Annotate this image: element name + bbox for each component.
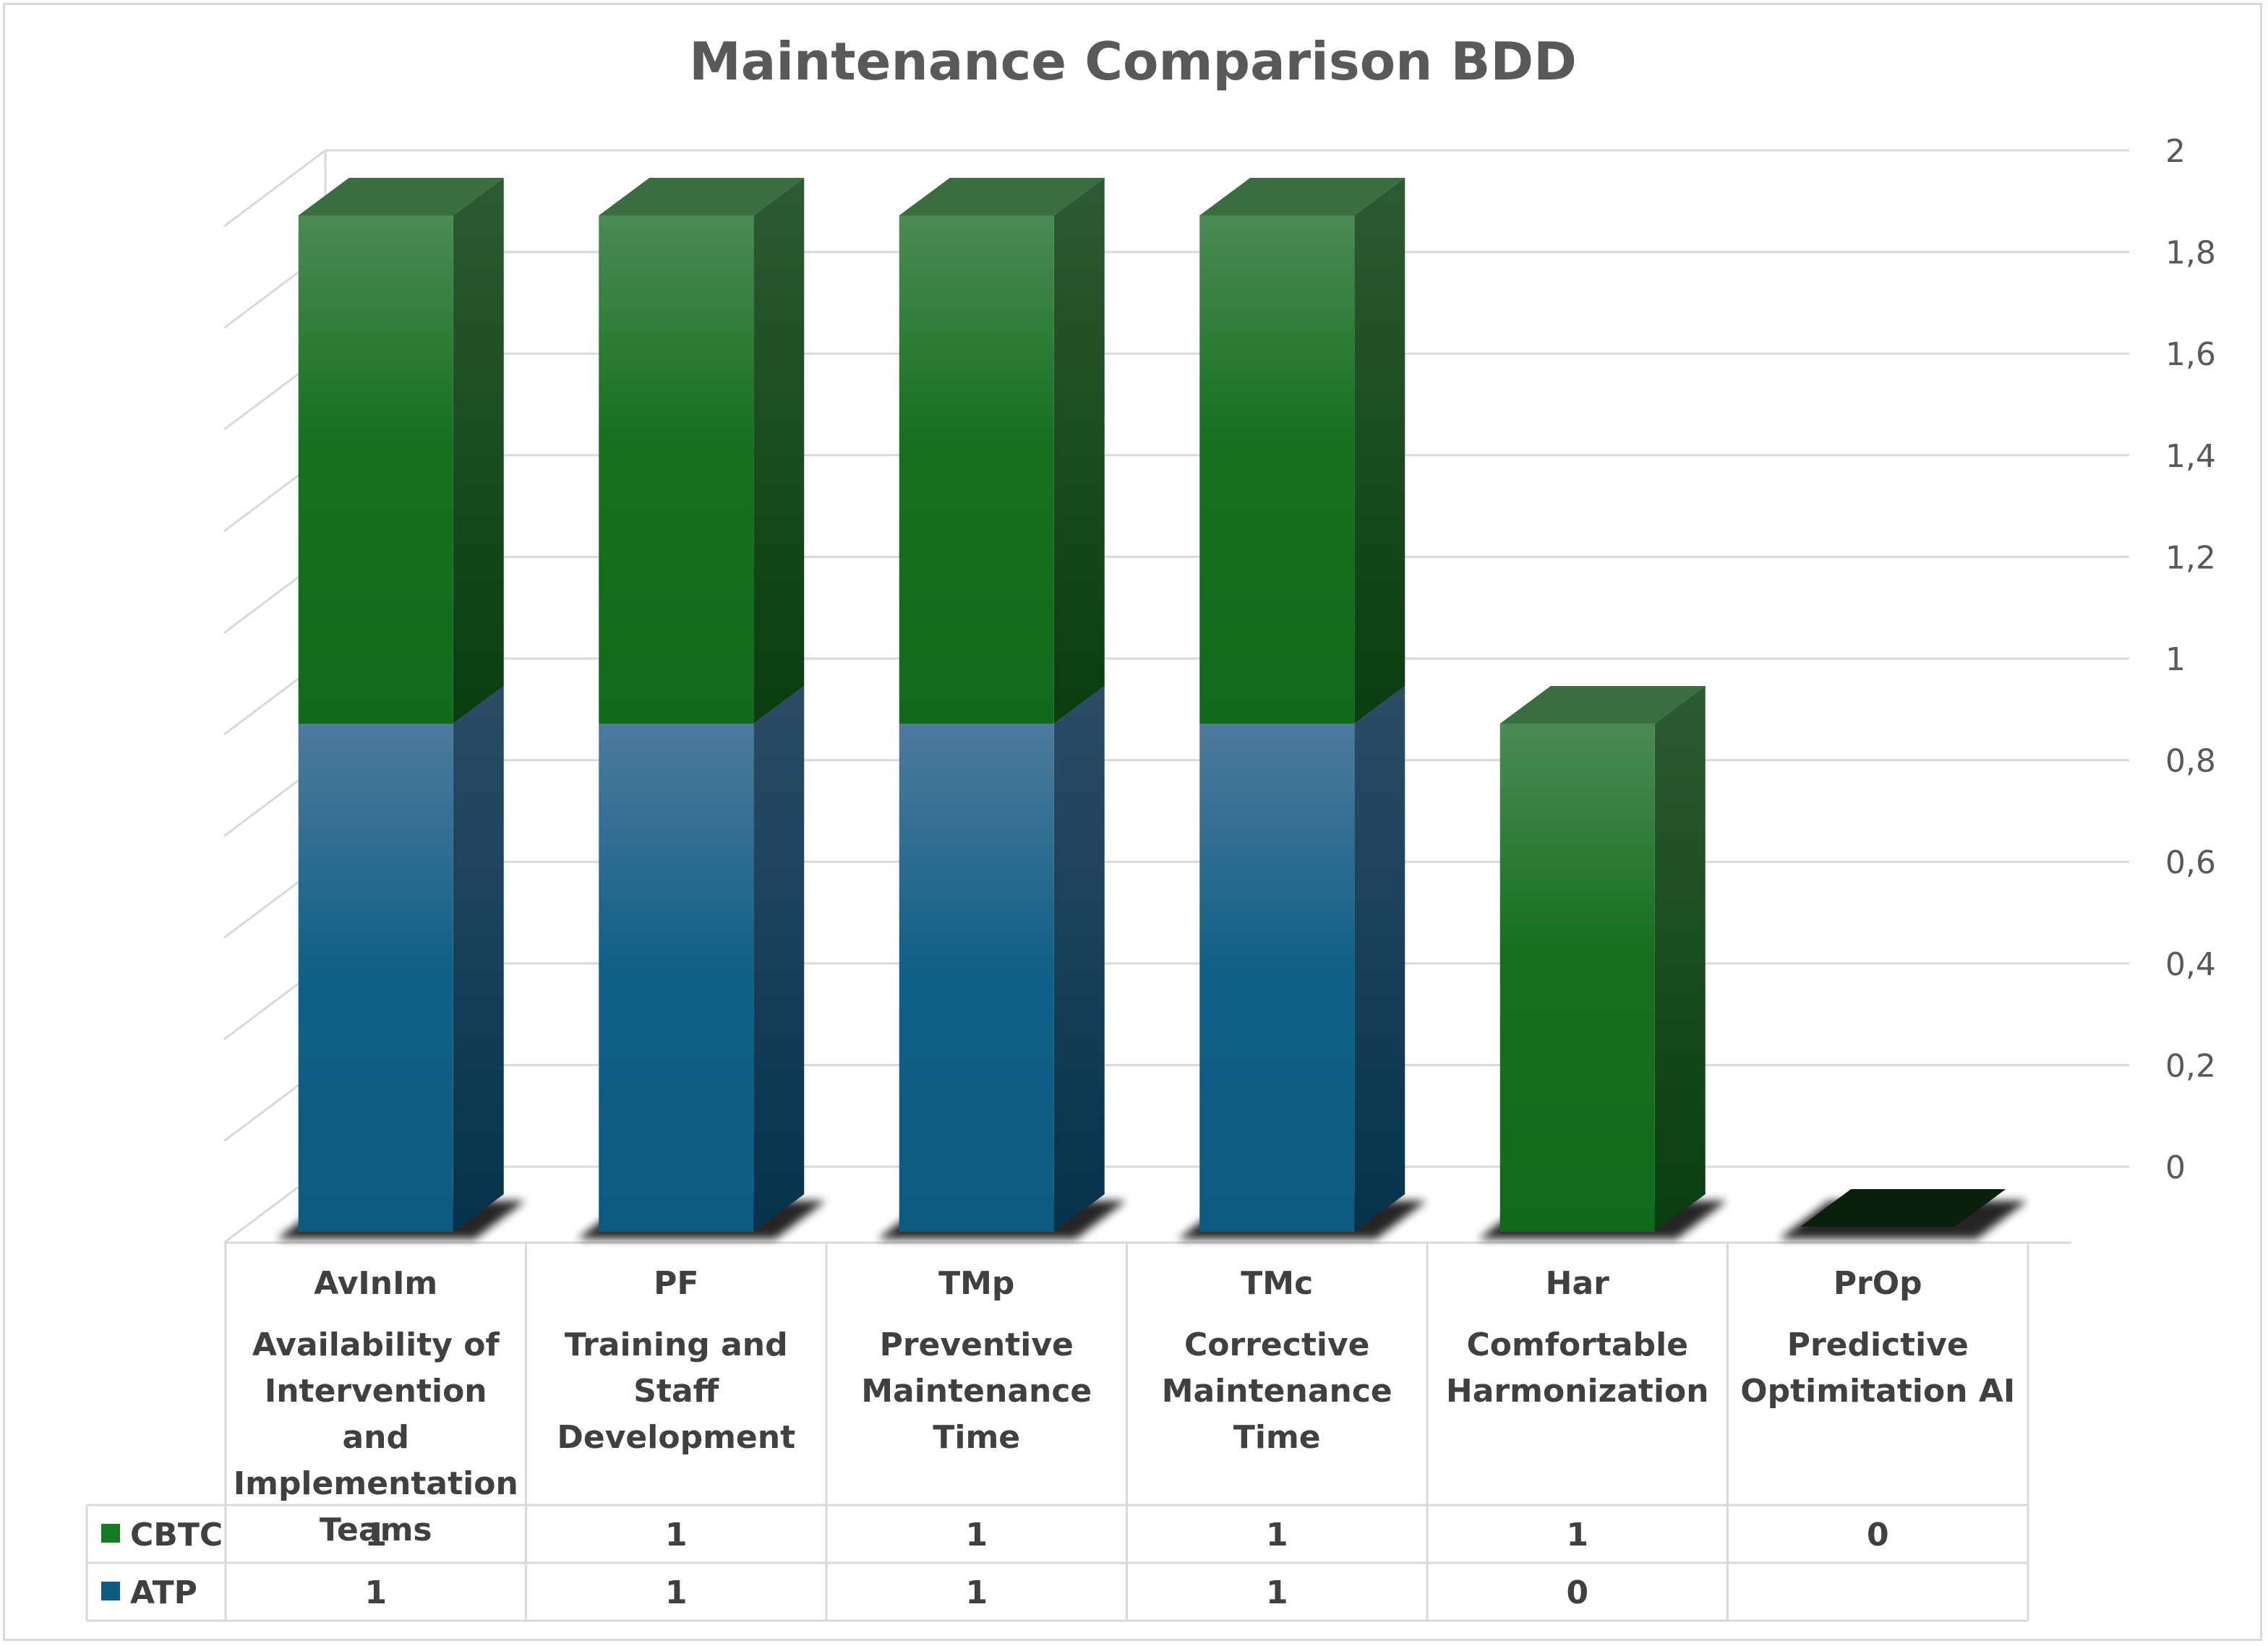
bar-segment-side [753,178,805,724]
table-value: 1 [965,1574,988,1611]
y-tick-label: 2 [2165,133,2186,170]
bar-segment-side [1354,686,1405,1232]
bar-stack [577,178,826,1239]
table-value: 1 [1566,1517,1588,1553]
bar-segment-side [453,178,504,724]
category-name: Preventive Maintenance Time [861,1326,1092,1456]
chart-frame [3,3,2262,1641]
category-name-line: Harmonization [1446,1373,1709,1410]
bar-segment-front [1199,215,1355,724]
category-name-line: Maintenance [1162,1373,1392,1410]
bar-top [599,178,805,215]
legend-swatch [101,1524,120,1543]
category-name-line: Availability of [252,1326,500,1363]
category-name-line: Teams [320,1512,432,1548]
table-value: 1 [364,1517,387,1553]
bar-segment-side [1354,178,1405,724]
table-value: 1 [1266,1574,1288,1611]
y-tick-label: 0,4 [2165,946,2216,983]
bar-top [899,178,1105,215]
category-name-line: Implementation [234,1465,518,1502]
category-name-line: Intervention [265,1373,487,1410]
category-name: Comfortable Harmonization [1446,1326,1709,1410]
category-code: PF [654,1265,698,1302]
category-name-line: Development [557,1419,795,1456]
bar-stack [877,178,1126,1239]
y-tick-label: 1,4 [2165,438,2216,475]
gridlines [223,149,2129,1244]
category-name-line: Time [933,1419,1020,1456]
category-code: TMc [1241,1265,1313,1302]
bar-segment-front [298,215,453,724]
bar-zero [1800,1189,2006,1227]
y-axis: 0 0,2 0,4 0,6 0,8 1 1,2 1,4 1,6 1,8 2 [2165,133,2216,1186]
bar-segment-side [453,686,504,1232]
bar-segment-front [899,215,1054,724]
category-name-line: Comfortable [1466,1326,1688,1363]
category-name-line: Optimitation AI [1740,1373,2015,1410]
bar-segment-side [753,686,805,1232]
table-value: 1 [665,1517,688,1553]
y-tick-label: 1 [2165,641,2186,678]
y-tick-label: 1,6 [2165,336,2216,373]
bar-stack [1178,178,1427,1239]
bar-top [1199,178,1405,215]
y-tick-label: 0,2 [2165,1047,2216,1084]
category-name-line: Maintenance [861,1373,1092,1410]
category-name-line: Time [1233,1419,1321,1456]
category-code: PrOp [1833,1265,1922,1302]
bar-segment-side [1654,686,1706,1232]
table-value: 1 [1266,1517,1288,1553]
category-name: Availability of Intervention and Implementa… [234,1326,518,1548]
bar-top [298,178,504,215]
bar-segment-front [1199,724,1355,1232]
gridline-side [223,149,326,228]
category-name-line: Corrective [1184,1326,1369,1363]
table-value: 1 [364,1574,387,1611]
legend-label: ATP [130,1574,197,1611]
y-tick-label: 0 [2165,1149,2186,1186]
table-value: 1 [965,1517,988,1553]
category-name: Corrective Maintenance Time [1162,1326,1392,1456]
y-tick-label: 1,2 [2165,539,2216,576]
category-name-line: Predictive [1787,1326,1969,1363]
bar-segment-front [599,724,754,1232]
bar-segment-side [1053,686,1105,1232]
category-name: Predictive Optimitation AI [1740,1326,2015,1410]
category-name: Training and Staff Development [557,1326,795,1456]
legend-label: CBTC [130,1517,223,1553]
category-name-line: Staff [633,1373,719,1410]
table-value: 1 [665,1574,688,1611]
category-name-line: and [342,1419,409,1456]
bars [276,178,2028,1239]
category-name-line: Training and [565,1326,788,1363]
y-tick-label: 0,6 [2165,844,2216,881]
bar-stack [1779,1189,2028,1239]
data-table: AvInIm Availability of Intervention and Impl… [85,1243,2029,1622]
table-value: 0 [1566,1574,1588,1611]
category-name-line: Preventive [880,1326,1074,1363]
category-code: Har [1546,1265,1610,1302]
table-value: 0 [1867,1517,1889,1553]
bar-stack [1478,686,1727,1239]
y-tick-label: 1,8 [2165,235,2216,272]
category-code: AvInIm [314,1265,437,1302]
y-tick-label: 0,8 [2165,743,2216,780]
bar-segment-front [298,724,453,1232]
bar-stack [276,178,526,1239]
chart-title: Maintenance Comparison BDD [689,31,1577,92]
bar-segment-front [599,215,754,724]
bar-top [1499,686,1706,724]
bar-segment-side [1053,178,1105,724]
bar-segment-front [1499,724,1655,1232]
category-code: TMp [938,1265,1014,1302]
legend-swatch [101,1582,120,1600]
bar-segment-front [899,724,1054,1232]
